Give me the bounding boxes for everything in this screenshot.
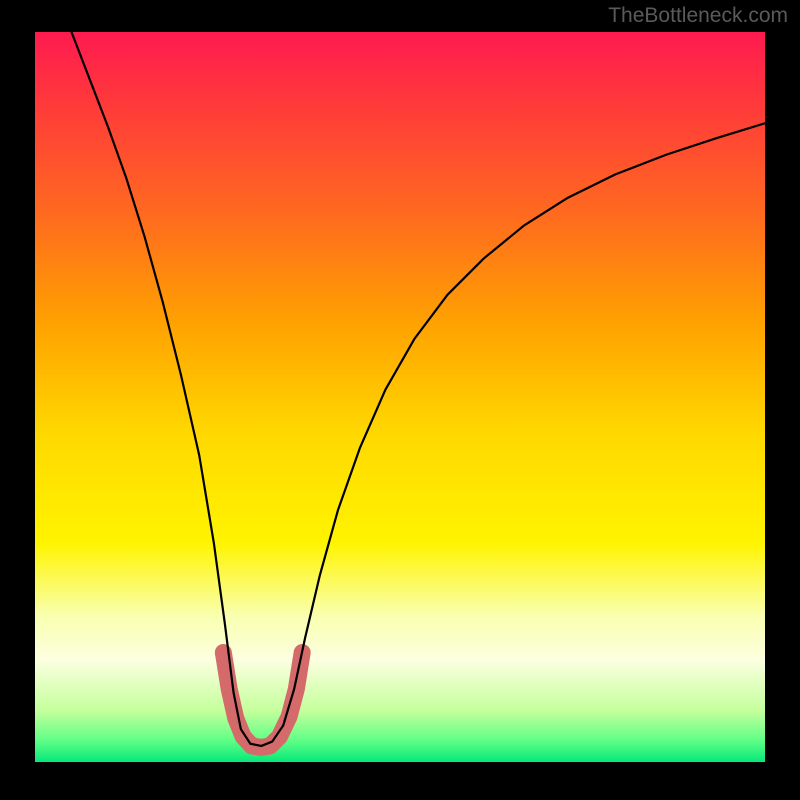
watermark-text: TheBottleneck.com <box>608 4 788 28</box>
curve-main <box>72 32 766 746</box>
bottleneck-chart <box>35 32 765 762</box>
chart-curve-layer <box>35 32 765 762</box>
